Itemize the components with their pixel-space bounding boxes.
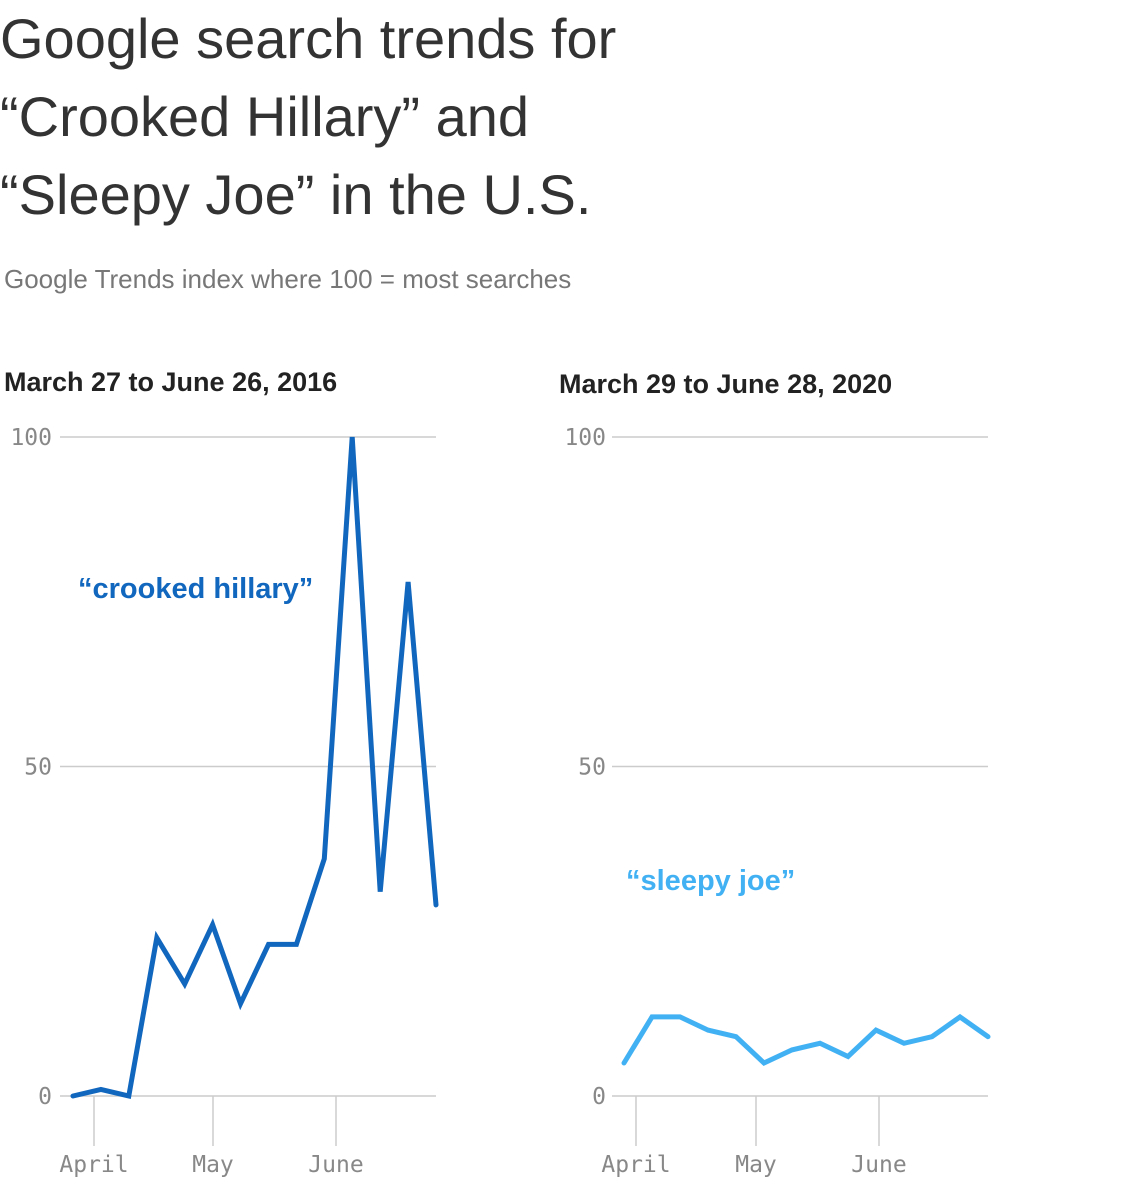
series-label-2016: “crooked hillary” xyxy=(78,573,313,605)
y-tick-label-100: 100 xyxy=(10,425,52,451)
series-label-2020: “sleepy joe” xyxy=(626,865,795,897)
x-tick-label-april: April xyxy=(59,1152,128,1178)
y-tick-label-50: 50 xyxy=(24,755,52,781)
y-tick-label-50: 50 xyxy=(578,755,606,781)
x-tick-label-april: April xyxy=(601,1152,670,1178)
y-tick-label-0: 0 xyxy=(592,1084,606,1110)
x-tick-label-june: June xyxy=(308,1152,363,1178)
series-line-2020 xyxy=(621,1013,991,1066)
panel-title-2016: March 27 to June 26, 2016 xyxy=(4,367,337,397)
chart-subtitle: Google Trends index where 100 = most sea… xyxy=(4,264,572,294)
chart-title: Google search trends for “Crooked Hillar… xyxy=(0,0,760,234)
y-tick-label-0: 0 xyxy=(38,1084,52,1110)
title-line-1: Google search trends for xyxy=(0,7,617,70)
panel-title-2020: March 29 to June 28, 2020 xyxy=(559,369,892,399)
title-line-3: “Sleepy Joe” in the U.S. xyxy=(0,163,592,226)
title-line-2: “Crooked Hillary” and xyxy=(0,85,530,148)
x-tick-label-june: June xyxy=(851,1152,906,1178)
y-tick-label-100: 100 xyxy=(564,425,606,451)
series-line-2016 xyxy=(70,436,439,1100)
x-tick-label-may: May xyxy=(192,1152,234,1178)
x-tick-label-may: May xyxy=(735,1152,777,1178)
